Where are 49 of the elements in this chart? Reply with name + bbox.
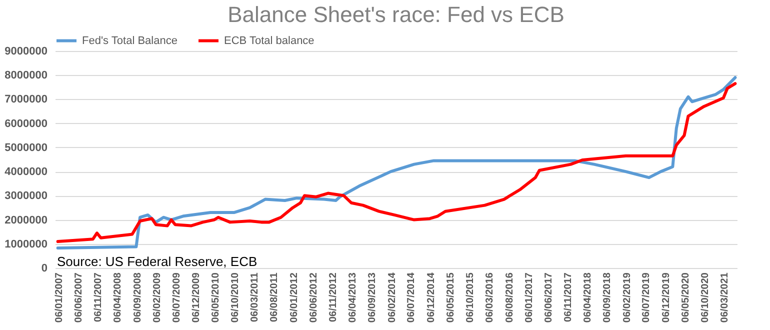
x-tick-label: 06/09/2018 — [602, 272, 614, 323]
x-tick-label: 06/07/2009 — [171, 272, 182, 323]
x-tick-label: 06/06/2012 — [308, 272, 320, 323]
x-tick-label: 06/05/2010 — [210, 272, 222, 323]
annotation: Source: US Federal Reserve, ECB — [57, 254, 258, 269]
y-tick-label: 6000000 — [4, 118, 48, 130]
x-tick-label: 06/05/2015 — [445, 272, 456, 323]
x-tick-label: 06/11/2007 — [93, 272, 104, 322]
x-tick-label: 06/03/2021 — [720, 272, 731, 323]
x-tick-label: 06/04/2008 — [112, 272, 124, 323]
x-tick-label: 06/04/2013 — [348, 272, 359, 323]
y-tick-label: 7000000 — [4, 94, 48, 106]
x-tick-label: 06/10/2015 — [465, 272, 476, 323]
x-tick-label: 06/01/2007 — [54, 272, 65, 323]
x-tick-label: 06/07/2019 — [641, 272, 652, 323]
legend-label: ECB Total balance — [224, 34, 314, 47]
x-tick-label: 06/10/2020 — [700, 272, 712, 323]
y-tick-label: 9000000 — [4, 46, 48, 58]
x-tick-label: 06/02/2014 — [386, 272, 398, 323]
x-tick-label: 06/11/2017 — [563, 272, 574, 322]
x-tick-label: 06/02/2019 — [622, 272, 633, 323]
x-tick-label: 06/05/2020 — [680, 272, 692, 323]
x-tick-label: 06/09/2013 — [367, 272, 378, 323]
x-tick-label: 06/12/2019 — [660, 272, 672, 323]
y-tick-label: 3000000 — [4, 190, 48, 202]
x-tick-label: 06/03/2016 — [484, 272, 496, 323]
x-tick-label: 06/04/2018 — [582, 272, 594, 323]
x-tick-label: 06/10/2010 — [230, 272, 242, 323]
chart-title: Balance Sheet's race: Fed vs ECB — [228, 2, 564, 27]
x-tick-label: 06/12/2009 — [190, 272, 202, 323]
y-tick-label: 8000000 — [4, 70, 48, 82]
x-tick-label: 06/02/2009 — [152, 272, 164, 323]
legend-label: Fed's Total Balance — [82, 34, 178, 47]
x-tick-label: 06/09/2008 — [132, 272, 144, 323]
y-tick-label: 1000000 — [4, 238, 48, 250]
x-tick-label: 06/06/2007 — [73, 272, 84, 323]
x-tick-label: 06/08/2011 — [269, 272, 280, 322]
x-tick-label: 06/07/2014 — [406, 272, 418, 323]
x-tick-label: 06/08/2016 — [504, 272, 516, 323]
y-tick-label: 0 — [41, 262, 48, 274]
y-tick-label: 5000000 — [4, 142, 48, 154]
y-tick-label: 4000000 — [4, 166, 48, 178]
x-tick-label: 06/01/2017 — [524, 272, 535, 323]
x-tick-label: 06/03/2011 — [250, 272, 261, 322]
x-tick-label: 06/11/2012 — [328, 272, 340, 322]
y-tick-label: 2000000 — [4, 214, 48, 226]
x-tick-label: 06/06/2017 — [543, 272, 554, 323]
x-tick-label: 06/01/2012 — [288, 272, 300, 323]
x-tick-label: 06/12/2014 — [426, 272, 437, 323]
